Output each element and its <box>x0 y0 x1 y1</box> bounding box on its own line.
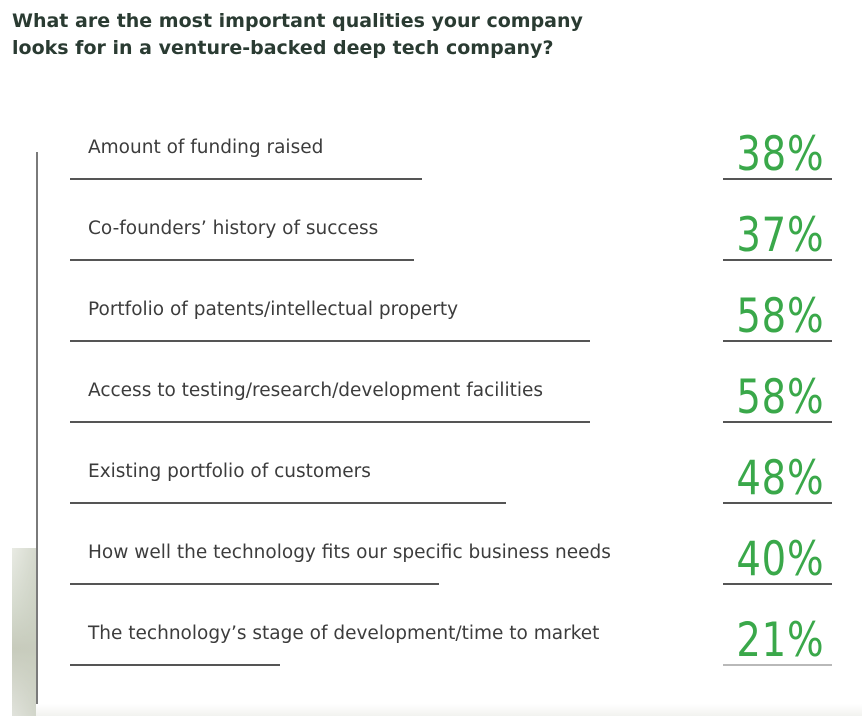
quality-label: How well the technology fits our specifi… <box>88 542 611 563</box>
quality-row: Portfolio of patents/intellectual proper… <box>0 292 862 379</box>
quality-bar <box>70 421 590 423</box>
quality-row: Existing portfolio of customers 48% <box>0 454 862 541</box>
percent-underline <box>723 502 832 504</box>
bottom-shade <box>36 704 862 716</box>
quality-row: The technology’s stage of development/ti… <box>0 616 862 703</box>
percent-underline <box>723 583 832 585</box>
question-title: What are the most important qualities yo… <box>12 8 612 62</box>
quality-bar <box>70 259 414 261</box>
quality-label: Access to testing/research/development f… <box>88 380 544 401</box>
percent-value: 40% <box>735 532 824 587</box>
quality-bar <box>70 178 422 180</box>
question-line-2: looks for in a venture-backed deep tech … <box>12 37 554 59</box>
quality-bar <box>70 583 439 585</box>
percent-underline <box>723 421 832 423</box>
percent-value: 58% <box>735 370 824 425</box>
percent-value: 37% <box>735 208 824 263</box>
percent-underline <box>723 664 832 666</box>
percent-value: 58% <box>735 289 824 344</box>
photo-strip <box>12 548 36 716</box>
quality-bar <box>70 664 280 666</box>
quality-bar <box>70 340 590 342</box>
percent-value: 21% <box>735 613 824 668</box>
percent-value: 38% <box>735 127 824 182</box>
quality-row: Amount of funding raised 38% <box>0 130 862 217</box>
question-line-1: What are the most important qualities yo… <box>12 10 583 32</box>
quality-label: Existing portfolio of customers <box>88 461 371 482</box>
quality-label: Co-founders’ history of success <box>88 218 379 239</box>
left-rule <box>36 152 38 716</box>
percent-underline <box>723 340 832 342</box>
quality-row: Access to testing/research/development f… <box>0 373 862 460</box>
quality-bar <box>70 502 506 504</box>
quality-row: How well the technology fits our specifi… <box>0 535 862 622</box>
percent-underline <box>723 178 832 180</box>
quality-label: The technology’s stage of development/ti… <box>88 623 600 644</box>
percent-value: 48% <box>735 451 824 506</box>
quality-label: Portfolio of patents/intellectual proper… <box>88 299 459 320</box>
percent-underline <box>723 259 832 261</box>
quality-label: Amount of funding raised <box>88 137 324 158</box>
quality-row: Co-founders’ history of success 37% <box>0 211 862 298</box>
